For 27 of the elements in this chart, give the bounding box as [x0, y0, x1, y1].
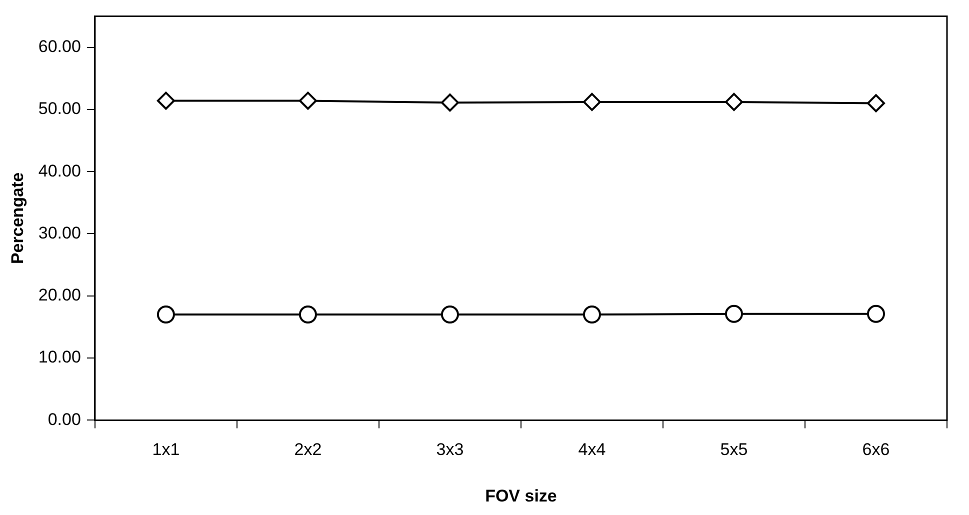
point	[582, 92, 601, 111]
y-tick-label: 0.00	[48, 410, 81, 429]
point	[440, 306, 459, 324]
point	[866, 94, 885, 112]
y-tick-label: 10.00	[38, 348, 81, 367]
point	[582, 306, 601, 324]
x-tick-label: 5x5	[720, 440, 748, 460]
y-tick-label: 50.00	[38, 99, 81, 118]
x-tick-label: 4x4	[578, 440, 606, 460]
point	[298, 306, 317, 324]
point	[298, 92, 317, 110]
point	[440, 94, 459, 112]
x-tick-label: 1x1	[152, 440, 180, 460]
y-tick-label: 30.00	[38, 223, 81, 242]
point	[724, 92, 743, 111]
point	[724, 304, 743, 323]
x-axis-title: FOV size	[485, 486, 557, 506]
y-axis-title: Percengate	[8, 172, 27, 264]
y-tick-label: 20.00	[38, 286, 81, 305]
point	[156, 306, 175, 324]
point	[156, 92, 175, 110]
point	[866, 304, 885, 323]
y-tick-label: 60.00	[38, 36, 81, 56]
y-tick-label: 40.00	[38, 161, 81, 180]
x-tick-label: 2x2	[294, 440, 322, 460]
x-tick-label: 3x3	[436, 440, 464, 460]
x-tick-label: 6x6	[862, 440, 890, 460]
